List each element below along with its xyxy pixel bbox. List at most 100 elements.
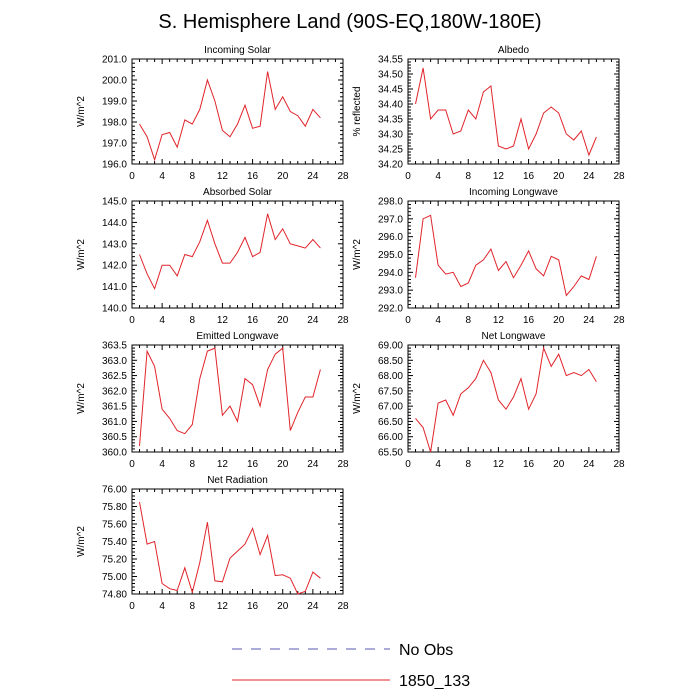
y-tick-label: 34.45 (378, 85, 403, 96)
x-tick-label: 4 (435, 315, 441, 326)
x-tick-label: 20 (553, 171, 565, 182)
series-line-1850-133 (415, 67, 597, 157)
x-tick-label: 8 (190, 315, 196, 326)
plot-frame (407, 58, 620, 165)
x-tick-label: 16 (247, 459, 259, 470)
y-tick-label: 75.20 (102, 555, 127, 566)
x-tick-label: 0 (129, 459, 135, 470)
x-tick-label: 28 (337, 315, 349, 326)
x-tick-label: 28 (337, 601, 349, 612)
y-tick-label: 196.0 (102, 160, 127, 171)
series-line-1850-133 (415, 214, 597, 297)
x-tick-label: 8 (466, 315, 472, 326)
y-tick-label: 34.35 (378, 115, 403, 126)
plot-frame (131, 200, 344, 309)
series-line-1850-133 (139, 347, 321, 446)
x-tick-label: 20 (277, 601, 289, 612)
y-tick-label: 69.00 (378, 341, 403, 352)
x-tick-label: 16 (523, 315, 535, 326)
y-tick-label: 360.0 (102, 448, 127, 459)
x-tick-label: 0 (129, 171, 135, 182)
y-tick-label: 65.50 (378, 448, 403, 459)
x-tick-label: 8 (190, 459, 196, 470)
x-tick-label: 16 (523, 171, 535, 182)
panel-title: Emitted Longwave (196, 331, 279, 342)
legend: No Obs 1850_133 (232, 642, 470, 690)
panel-title: Net Longwave (482, 331, 546, 342)
y-axis-label: W/m^2 (76, 239, 87, 270)
x-tick-label: 12 (493, 315, 505, 326)
y-axis-label: W/m^2 (76, 526, 87, 557)
y-tick-label: 297.0 (378, 214, 403, 225)
plot-frame (407, 200, 620, 309)
x-tick-label: 20 (553, 459, 565, 470)
panel-title: Net Radiation (207, 475, 268, 486)
x-tick-label: 0 (129, 601, 135, 612)
x-tick-label: 0 (405, 315, 411, 326)
x-tick-label: 12 (493, 459, 505, 470)
x-tick-label: 12 (217, 601, 229, 612)
y-axis-label: W/m^2 (76, 96, 87, 127)
x-tick-label: 20 (553, 315, 565, 326)
x-tick-label: 28 (613, 171, 625, 182)
panel-title: Albedo (498, 45, 530, 56)
x-tick-label: 16 (247, 601, 259, 612)
y-tick-label: 360.5 (102, 432, 127, 443)
x-tick-label: 4 (435, 171, 441, 182)
y-axis-label: W/m^2 (352, 383, 363, 414)
y-tick-label: 142.0 (102, 261, 127, 272)
y-tick-label: 75.00 (102, 572, 127, 583)
y-tick-label: 200.0 (102, 76, 127, 87)
panel-title: Incoming Longwave (469, 187, 558, 198)
series-line-1850-133 (139, 502, 321, 595)
x-tick-label: 8 (190, 601, 196, 612)
y-tick-label: 198.0 (102, 118, 127, 129)
y-axis-label: W/m^2 (352, 239, 363, 270)
x-tick-label: 24 (307, 315, 319, 326)
x-tick-label: 16 (523, 459, 535, 470)
panel-net-radiation: Net Radiation W/m^2 0 4 8 12 16 20 24 28 74.80 75.0… (76, 475, 349, 612)
x-tick-label: 24 (307, 171, 319, 182)
panel-title: Incoming Solar (204, 45, 271, 56)
x-tick-label: 28 (613, 459, 625, 470)
x-tick-label: 8 (466, 459, 472, 470)
x-tick-label: 4 (435, 459, 441, 470)
x-tick-label: 20 (277, 459, 289, 470)
y-tick-label: 295.0 (378, 250, 403, 261)
y-axis-label: % reflected (352, 86, 363, 136)
panel-incoming-longwave: Incoming Longwave W/m^2 0 4 8 12 16 20 24 28 292.0… (352, 187, 625, 326)
x-tick-label: 12 (493, 171, 505, 182)
x-tick-label: 24 (307, 601, 319, 612)
x-tick-label: 4 (159, 315, 165, 326)
legend-label-no-obs: No Obs (399, 642, 453, 659)
y-tick-label: 141.0 (102, 282, 127, 293)
y-tick-label: 34.30 (378, 130, 403, 141)
series-line-1850-133 (415, 346, 597, 453)
x-tick-label: 28 (337, 171, 349, 182)
x-tick-label: 28 (613, 315, 625, 326)
panel-incoming-solar: Incoming Solar W/m^2 0 4 8 12 16 20 24 28 196.0 197… (76, 45, 349, 182)
y-tick-label: 34.55 (378, 55, 403, 66)
y-tick-label: 298.0 (378, 197, 403, 208)
x-tick-label: 24 (583, 459, 595, 470)
y-tick-label: 143.0 (102, 239, 127, 250)
y-tick-label: 363.5 (102, 341, 127, 352)
x-tick-label: 16 (247, 315, 259, 326)
x-tick-label: 12 (217, 315, 229, 326)
y-tick-label: 75.40 (102, 537, 127, 548)
y-tick-label: 34.20 (378, 160, 403, 171)
legend-label-1850-133: 1850_133 (399, 673, 470, 690)
y-tick-label: 292.0 (378, 304, 403, 315)
y-tick-label: 68.00 (378, 371, 403, 382)
y-tick-label: 34.50 (378, 70, 403, 81)
y-tick-label: 361.0 (102, 417, 127, 428)
panel-title: Absorbed Solar (203, 187, 273, 198)
x-tick-label: 4 (159, 601, 165, 612)
y-tick-label: 66.50 (378, 417, 403, 428)
x-tick-label: 24 (307, 459, 319, 470)
y-tick-label: 66.00 (378, 432, 403, 443)
y-tick-label: 34.25 (378, 145, 403, 156)
y-tick-label: 361.5 (102, 402, 127, 413)
y-tick-label: 363.0 (102, 356, 127, 367)
